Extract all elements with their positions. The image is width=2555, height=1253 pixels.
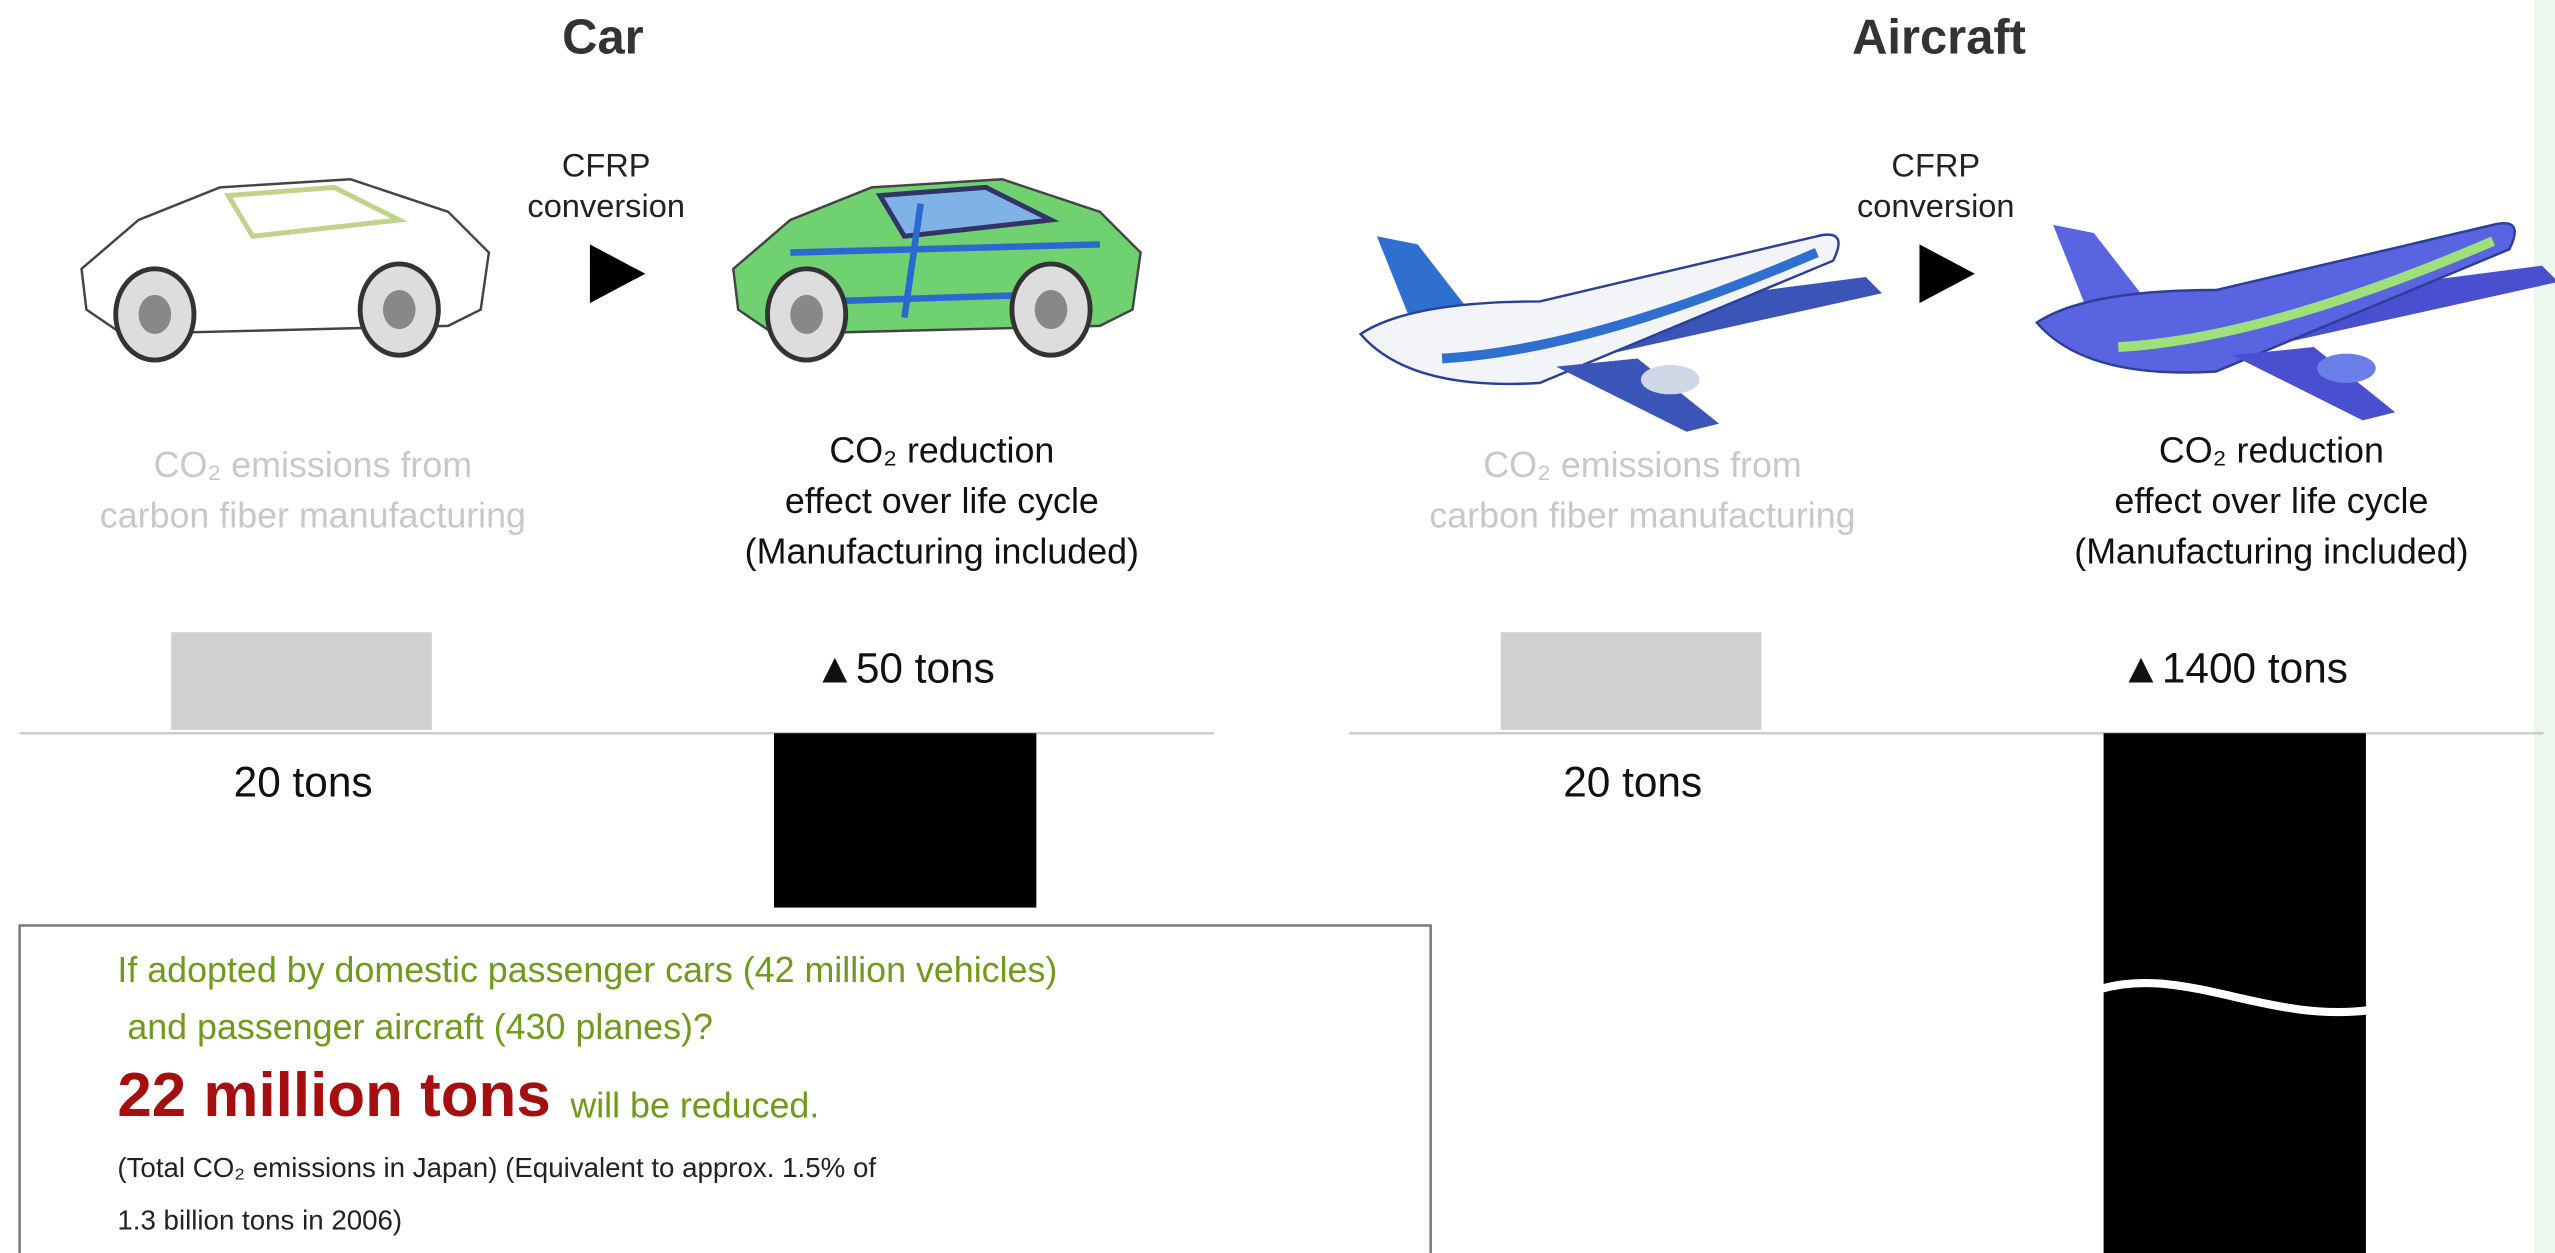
edge-strip [2534, 0, 2555, 1253]
conversion-label: conversion [527, 188, 685, 224]
reduction-bar [774, 733, 1036, 907]
manufacturing-value: 20 tons [234, 759, 373, 806]
manufacturing-label: carbon fiber manufacturing [1429, 496, 1855, 536]
cfrp-car-image [733, 179, 1140, 360]
reduction-label: (Manufacturing included) [745, 531, 1139, 571]
plane-wing-low [2232, 347, 2395, 420]
note-question: If adopted by domestic passenger cars (4… [117, 950, 1057, 990]
panel-title: Car [562, 11, 644, 65]
panel-title: Aircraft [1852, 11, 2026, 65]
manufacturing-label: carbon fiber manufacturing [100, 496, 526, 536]
manufacturing-bar [1501, 632, 1762, 730]
note-footnote: 1.3 billion tons in 2006) [117, 1204, 402, 1235]
manufacturing-label: CO₂ emissions from [154, 445, 473, 485]
page: Car CFRP conversion CO₂ emissions from carbo… [0, 0, 2555, 1253]
cfrp-plane-image [2037, 223, 2555, 420]
reduction-label: CO₂ reduction [2159, 430, 2384, 470]
conversion-label: CFRP [562, 147, 651, 183]
infographic: Car CFRP conversion CO₂ emissions from carbo… [0, 0, 2555, 1253]
manufacturing-bar [171, 632, 432, 730]
engine [1641, 365, 1700, 394]
manufacturing-label: CO₂ emissions from [1483, 445, 1802, 485]
plane-image [1361, 235, 1882, 432]
note-question: and passenger aircraft (430 planes)? [117, 1007, 713, 1047]
note-highlight: 22 million tons [117, 1061, 550, 1130]
plane-wing-low [1556, 358, 1719, 431]
conversion-arrow [1919, 244, 1974, 303]
note-footnote: (Total CO₂ emissions in Japan) (Equivale… [117, 1152, 876, 1183]
manufacturing-value: 20 tons [1563, 759, 1702, 806]
reduction-label: CO₂ reduction [829, 430, 1054, 470]
hub [383, 290, 416, 329]
reduction-label: (Manufacturing included) [2074, 531, 2468, 571]
reduction-label: effect over life cycle [2114, 481, 2428, 521]
hub [139, 295, 172, 334]
conversion-label: conversion [1857, 188, 2015, 224]
conversion-arrow [590, 244, 645, 303]
reduction-value: ▲1400 tons [2120, 644, 2348, 691]
car-image [82, 179, 489, 360]
reduction-label: effect over life cycle [785, 481, 1099, 521]
reduction-value: ▲50 tons [814, 644, 995, 691]
note-highlight-suffix: will be reduced. [569, 1085, 819, 1125]
conversion-label: CFRP [1891, 147, 1980, 183]
hub [1035, 290, 1068, 329]
engine [2317, 354, 2376, 383]
hub [790, 295, 823, 334]
